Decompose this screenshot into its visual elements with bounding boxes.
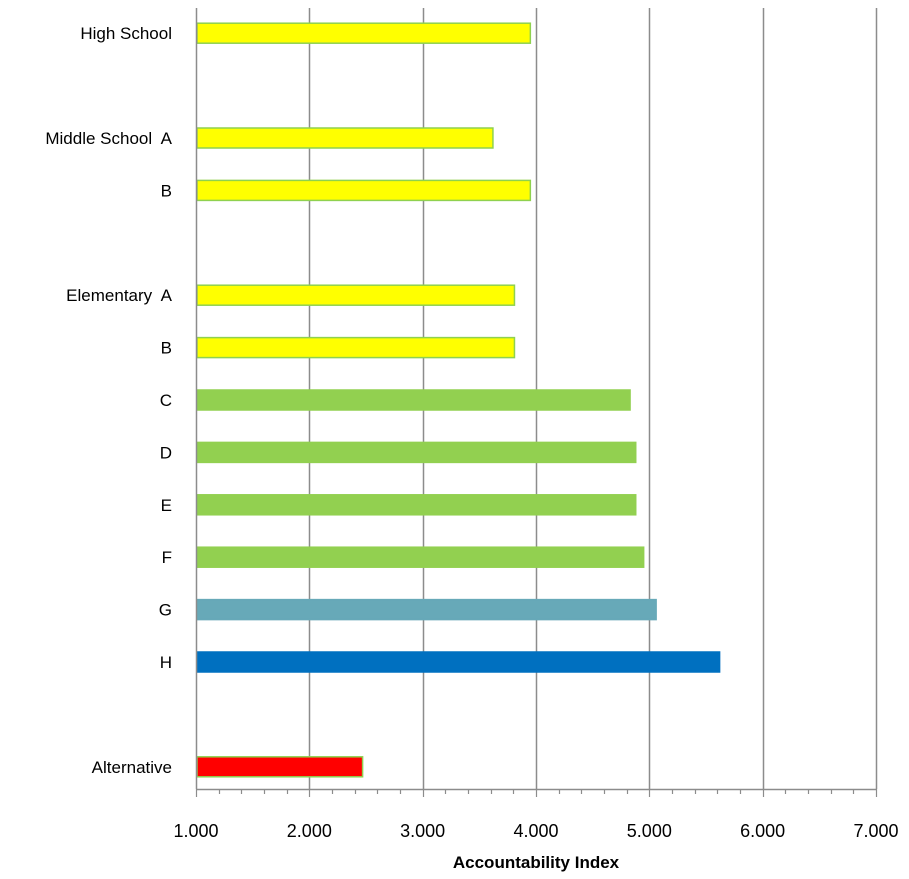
- bar: [196, 389, 631, 411]
- x-tick-label: 7.000: [853, 821, 898, 841]
- bar: [196, 546, 645, 568]
- bars: [196, 22, 721, 778]
- x-tick-label: 2.000: [287, 821, 332, 841]
- x-tick-label: 5.000: [627, 821, 672, 841]
- x-tick-label: 6.000: [740, 821, 785, 841]
- bar: [196, 284, 516, 306]
- x-tick-label: 4.000: [513, 821, 558, 841]
- bar: [196, 179, 532, 202]
- bar: [196, 494, 637, 516]
- bar: [196, 127, 494, 149]
- bar: [196, 22, 532, 44]
- category-label: B: [161, 181, 172, 200]
- bar: [196, 336, 516, 359]
- category-label: E: [161, 496, 172, 515]
- bar: [196, 598, 657, 621]
- bar: [196, 651, 721, 673]
- category-label: Elementary A: [66, 286, 172, 305]
- category-label: C: [160, 391, 172, 410]
- bar: [196, 756, 364, 778]
- category-label: G: [159, 601, 172, 620]
- category-label: H: [160, 653, 172, 672]
- x-tick-label: 1.000: [173, 821, 218, 841]
- category-label: B: [161, 339, 172, 358]
- category-label: Middle School A: [45, 129, 172, 148]
- bar: [196, 441, 637, 464]
- category-label: F: [162, 548, 172, 567]
- x-axis-title: Accountability Index: [453, 853, 620, 872]
- x-axis: 1.000 2.000 3.000 4.000 5.000 6.000 7.000: [173, 8, 899, 841]
- category-label: High School: [80, 24, 172, 43]
- x-tick-label: 3.000: [400, 821, 445, 841]
- category-label: D: [160, 443, 172, 462]
- category-labels: High School Middle School A B Elementary A B…: [45, 24, 172, 777]
- category-label: Alternative: [92, 758, 172, 777]
